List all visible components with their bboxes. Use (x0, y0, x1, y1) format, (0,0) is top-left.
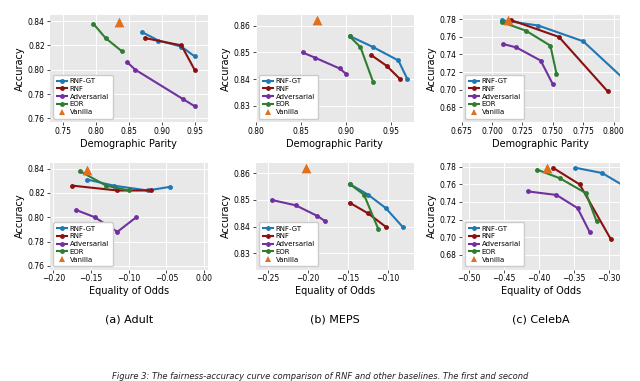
Point (301, 165, 311, 171)
Y-axis label: Accuracy: Accuracy (427, 194, 437, 239)
Y-axis label: Accuracy: Accuracy (15, 194, 25, 239)
Legend: RNF-GT, RNF, Adversarial, EOR, Vanilla: RNF-GT, RNF, Adversarial, EOR, Vanilla (259, 75, 319, 118)
Y-axis label: Accuracy: Accuracy (15, 46, 25, 91)
Text: (b) MEPS: (b) MEPS (310, 314, 360, 325)
X-axis label: Demographic Parity: Demographic Parity (492, 139, 589, 149)
Point (542, 165, 552, 171)
X-axis label: Demographic Parity: Demographic Parity (80, 139, 177, 149)
Legend: RNF-GT, RNF, Adversarial, EOR, Vanilla: RNF-GT, RNF, Adversarial, EOR, Vanilla (465, 222, 525, 266)
X-axis label: Equality of Odds: Equality of Odds (500, 286, 580, 296)
Legend: RNF-GT, RNF, Adversarial, EOR, Vanilla: RNF-GT, RNF, Adversarial, EOR, Vanilla (53, 222, 113, 266)
Point (502, 17, 513, 23)
X-axis label: Equality of Odds: Equality of Odds (88, 286, 169, 296)
X-axis label: Equality of Odds: Equality of Odds (294, 286, 375, 296)
Point (312, 17, 322, 23)
Legend: RNF-GT, RNF, Adversarial, EOR, Vanilla: RNF-GT, RNF, Adversarial, EOR, Vanilla (53, 75, 113, 118)
Point (82, 167, 92, 173)
Text: Figure 3: The fairness-accuracy curve comparison of RNF and other baselines. The: Figure 3: The fairness-accuracy curve co… (112, 372, 528, 381)
Y-axis label: Accuracy: Accuracy (221, 46, 231, 91)
Text: (c) CelebA: (c) CelebA (512, 314, 570, 325)
Legend: RNF-GT, RNF, Adversarial, EOR, Vanilla: RNF-GT, RNF, Adversarial, EOR, Vanilla (465, 75, 525, 118)
X-axis label: Demographic Parity: Demographic Parity (286, 139, 383, 149)
Y-axis label: Accuracy: Accuracy (427, 46, 437, 91)
Point (114, 19, 124, 26)
Text: (a) Adult: (a) Adult (104, 314, 153, 325)
Legend: RNF-GT, RNF, Adversarial, EOR, Vanilla: RNF-GT, RNF, Adversarial, EOR, Vanilla (259, 222, 319, 266)
Y-axis label: Accuracy: Accuracy (221, 194, 231, 239)
